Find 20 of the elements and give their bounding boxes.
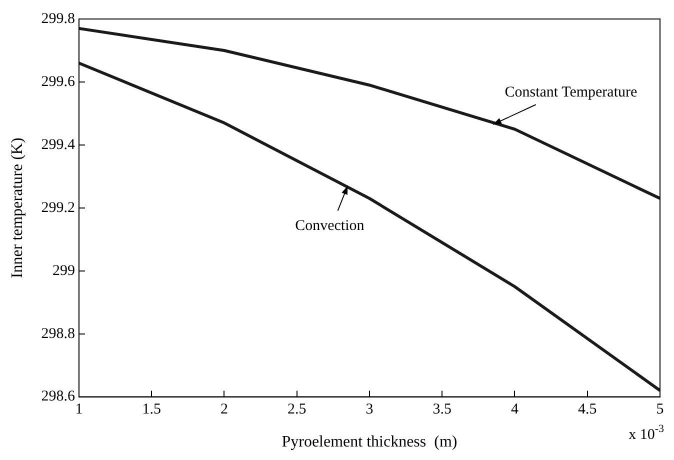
x-tick-label: 4.5	[578, 402, 597, 418]
y-tick-label: 299.4	[41, 136, 76, 153]
y-tick-label: 298.8	[41, 326, 75, 342]
y-tick-label: 298.6	[41, 388, 76, 405]
x-tick-label: 4	[510, 402, 519, 418]
y-axis-title: Inner temperature (K)	[8, 138, 26, 278]
y-tick-label: 299	[52, 262, 75, 279]
x-axis-title: Pyroelement thickness (m)	[282, 434, 458, 451]
x-tick-label: 5	[656, 402, 664, 418]
x-tick-label: 3.5	[432, 402, 452, 418]
x-tick-label: 2	[220, 402, 228, 418]
x-tick-label: 2.5	[287, 402, 306, 418]
annotation: Constant Temperature	[504, 84, 638, 100]
annotation: Convection	[295, 218, 365, 234]
y-tick-label: 299.6	[41, 74, 76, 90]
y-tick-label: 299.8	[41, 10, 75, 27]
x-tick-label: 1	[75, 402, 83, 418]
y-tick-label: 299.2	[41, 200, 75, 216]
x-tick-label: 3	[366, 402, 374, 418]
x-tick-label: 1.5	[142, 402, 161, 418]
